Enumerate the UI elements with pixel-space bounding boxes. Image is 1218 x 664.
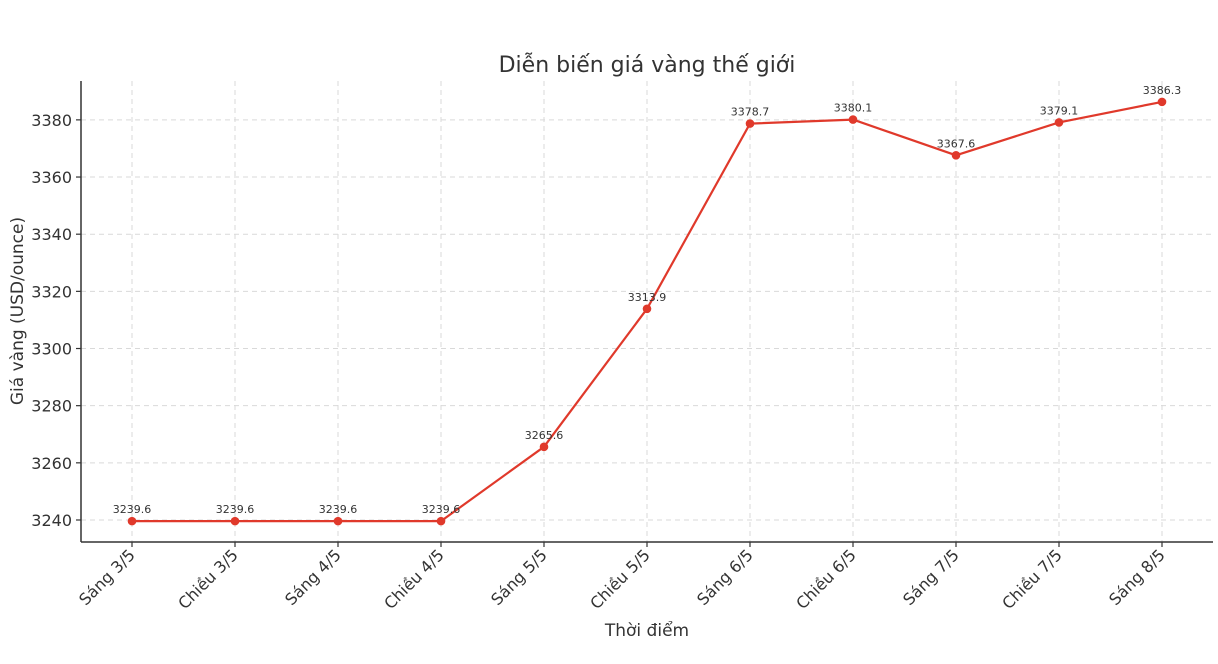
data-point — [1054, 118, 1064, 127]
data-point — [333, 516, 343, 526]
x-tick-label: Sáng 4/5 — [281, 545, 345, 609]
y-tick-label: 3260 — [31, 454, 72, 473]
data-point — [436, 516, 446, 526]
y-tick-label: 3380 — [31, 111, 72, 130]
grid — [81, 81, 1213, 542]
y-ticks: 3240 3260 3280 3300 3320 3340 3360 3380 — [31, 111, 81, 530]
x-tick-label: Sáng 8/5 — [1105, 545, 1169, 609]
y-axis-label: Giá vàng (USD/ounce) — [8, 217, 28, 405]
data-label: 3379.1 — [1040, 104, 1079, 117]
y-tick-label: 3340 — [31, 225, 72, 244]
series — [127, 97, 1167, 526]
data-point — [745, 119, 755, 128]
data-label: 3265.6 — [525, 429, 564, 442]
x-ticks: Sáng 3/5 Chiều 3/5 Sáng 4/5 Chiều 4/5 Sáng 5… — [75, 542, 1169, 613]
y-tick-label: 3300 — [31, 340, 72, 359]
data-label: 3378.7 — [731, 106, 770, 119]
data-point — [1157, 97, 1167, 107]
y-tick-label: 3320 — [31, 282, 72, 301]
x-tick-label: Chiều 5/5 — [586, 545, 654, 613]
data-label: 3367.6 — [937, 137, 976, 150]
data-point — [230, 516, 240, 526]
x-tick-label: Sáng 7/5 — [899, 545, 963, 609]
x-tick-label: Sáng 3/5 — [75, 545, 139, 609]
x-tick-label: Chiều 4/5 — [380, 545, 448, 613]
y-tick-label: 3360 — [31, 168, 72, 187]
data-label: 3386.3 — [1143, 84, 1182, 97]
data-label: 3239.6 — [216, 503, 255, 516]
data-label: 3239.6 — [319, 503, 358, 516]
y-tick-label: 3240 — [31, 511, 72, 530]
data-point — [539, 442, 549, 452]
x-tick-label: Sáng 5/5 — [487, 545, 551, 609]
data-labels: 3239.6 3239.6 3239.6 3239.6 3265.6 3313.9 3378… — [113, 84, 1182, 516]
data-label: 3313.9 — [628, 291, 667, 304]
data-label: 3239.6 — [113, 503, 152, 516]
x-tick-label: Chiều 7/5 — [998, 545, 1066, 613]
data-point — [642, 304, 652, 314]
data-label: 3239.6 — [422, 503, 461, 516]
x-tick-label: Chiều 3/5 — [174, 545, 242, 613]
y-tick-label: 3280 — [31, 397, 72, 416]
x-axis-label: Thời điểm — [604, 620, 689, 641]
x-tick-label: Sáng 6/5 — [693, 545, 757, 609]
chart-title: Diễn biến giá vàng thế giới — [499, 52, 796, 78]
data-point — [127, 516, 137, 526]
data-point — [951, 151, 961, 160]
data-point — [848, 115, 858, 124]
data-label: 3380.1 — [834, 102, 873, 115]
x-tick-label: Chiều 6/5 — [792, 545, 860, 613]
